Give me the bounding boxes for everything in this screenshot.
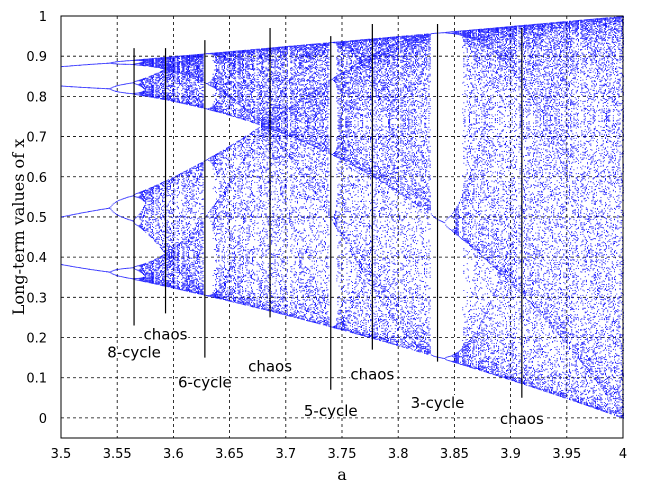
annotation-label: chaos <box>500 410 544 428</box>
y-tick-label: 0.9 <box>26 50 47 65</box>
x-tick-label: 3.65 <box>215 447 244 462</box>
plot-frame <box>60 15 624 439</box>
x-tick-label: 4 <box>619 447 627 462</box>
annotation-label: 8-cycle <box>107 344 161 362</box>
y-tick-label: 0.7 <box>26 131 47 146</box>
y-tick-label: 0.4 <box>26 251 47 266</box>
x-tick-label: 3.85 <box>440 447 469 462</box>
x-tick-label: 3.8 <box>388 447 409 462</box>
y-tick-label: 0.3 <box>26 291 47 306</box>
x-tick-label: 3.7 <box>275 447 296 462</box>
y-tick-label: 0.6 <box>26 171 47 186</box>
y-tick-label: 1 <box>39 10 47 25</box>
y-tick-label: 0.5 <box>26 211 47 226</box>
annotation-label: 3-cycle <box>411 394 465 412</box>
y-tick-label: 0 <box>39 412 47 427</box>
annotation-label: chaos <box>248 358 292 376</box>
y-tick-labels: 0 0.1 0.2 0.3 0.4 0.5 0.6 0.7 0.8 0.9 1 <box>26 10 47 427</box>
y-tick-label: 0.1 <box>26 372 47 387</box>
x-tick-label: 3.5 <box>51 447 72 462</box>
y-tick-label: 0.8 <box>26 90 47 105</box>
x-axis-label: a <box>337 465 347 484</box>
annotation-label: 6-cycle <box>178 374 232 392</box>
annotation-label: 5-cycle <box>304 402 358 420</box>
y-tick-label: 0.2 <box>26 332 47 347</box>
x-tick-label: 3.75 <box>328 447 357 462</box>
annotation-label: chaos <box>144 326 188 344</box>
x-tick-label: 3.6 <box>163 447 184 462</box>
annotations: 8-cyclechaos6-cyclechaos5-cyclechaos3-cy… <box>106 24 545 429</box>
x-tick-label: 3.9 <box>500 447 521 462</box>
x-tick-labels: 3.5 3.55 3.6 3.65 3.7 3.75 3.8 3.85 3.9 3.95 4 <box>51 447 627 462</box>
x-tick-label: 3.95 <box>552 447 581 462</box>
x-tick-label: 3.55 <box>103 447 132 462</box>
annotation-label: chaos <box>350 366 394 384</box>
y-axis-label: Long-term values of x <box>9 139 28 315</box>
